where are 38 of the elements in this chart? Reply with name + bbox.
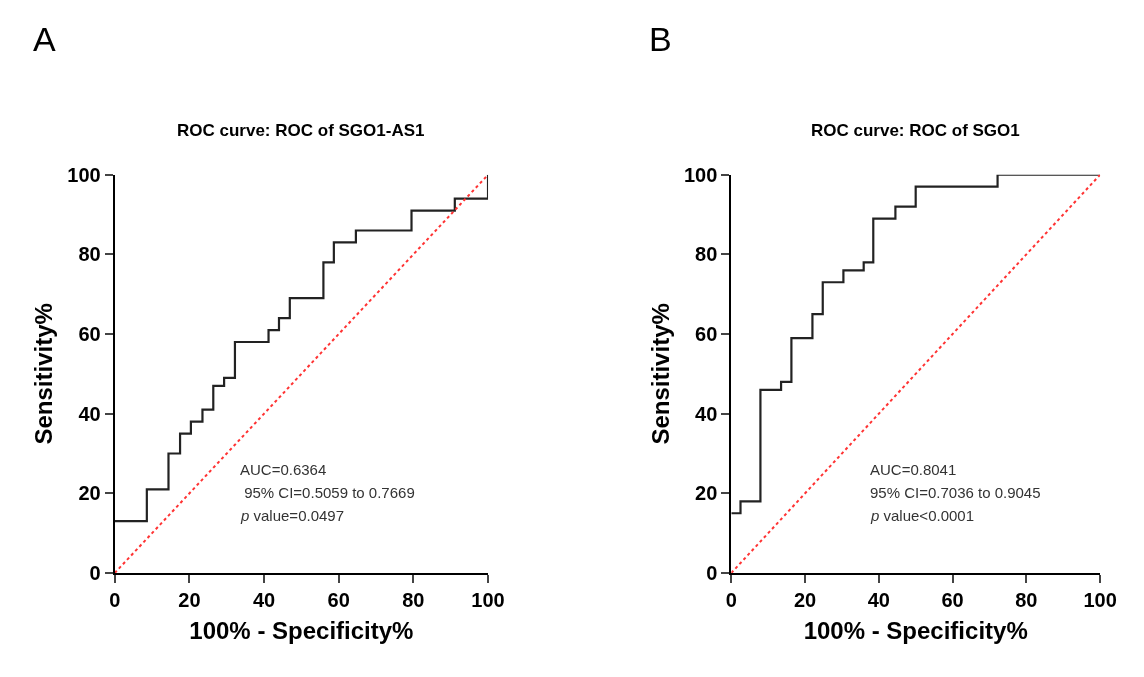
y-tick-label: 100 — [683, 163, 718, 186]
x-axis-title: 100% - Specificity% — [803, 616, 1028, 644]
annotation: AUC=0.8041 — [870, 461, 957, 478]
y-tick-label: 100 — [67, 163, 101, 186]
chart-title: ROC curve: ROC of SGO1-AS1 — [177, 121, 425, 140]
x-tick-label: 80 — [402, 588, 425, 611]
annotation: AUC=0.6364 — [240, 461, 327, 478]
x-tick-label: 100 — [1083, 588, 1117, 611]
y-tick-label: 80 — [78, 243, 101, 266]
y-tick-label: 40 — [78, 402, 101, 425]
x-tick-label: 0 — [725, 588, 737, 611]
y-tick-label: 80 — [695, 243, 718, 266]
y-tick-label: 60 — [695, 323, 718, 346]
x-axis-title: 100% - Specificity% — [189, 616, 414, 644]
y-tick-label: 0 — [89, 561, 101, 584]
annotation: 95% CI=0.7036 to 0.9045 — [870, 484, 1041, 501]
y-axis-title: Sensitivity% — [29, 303, 57, 445]
y-tick-label: 60 — [78, 323, 101, 346]
x-tick-label: 60 — [327, 588, 350, 611]
x-tick-label: 0 — [109, 588, 121, 611]
text: B — [649, 20, 672, 58]
x-tick-label: 20 — [793, 588, 817, 611]
y-tick-label: 20 — [78, 482, 101, 505]
y-tick-label: 0 — [706, 561, 718, 584]
y-axis-title: Sensitivity% — [646, 303, 674, 445]
annotation: p value=0.0497 — [240, 507, 345, 524]
annotation: 95% CI=0.5059 to 0.7669 — [240, 484, 415, 501]
x-tick-label: 80 — [1015, 588, 1038, 611]
x-tick-label: 40 — [252, 588, 276, 611]
x-tick-label: 40 — [867, 588, 890, 611]
x-tick-label: 60 — [941, 588, 964, 611]
y-tick-label: 20 — [695, 482, 718, 505]
y-tick-label: 40 — [695, 402, 718, 425]
x-tick-label: 100 — [471, 588, 505, 611]
annotation: p value<0.0001 — [870, 507, 975, 524]
chart-title: ROC curve: ROC of SGO1 — [811, 121, 1020, 140]
text: A — [33, 20, 56, 58]
x-tick-label: 20 — [178, 588, 201, 611]
